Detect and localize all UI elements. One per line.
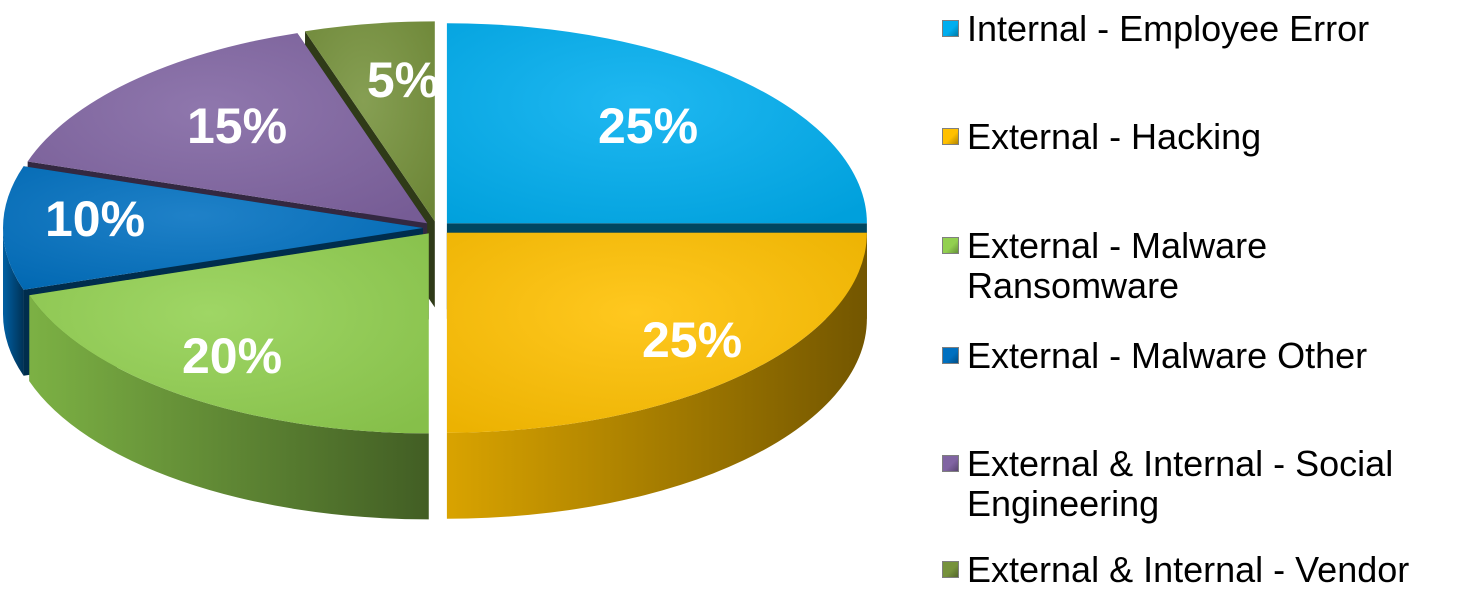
legend: Internal - Employee Error External - Hac… bbox=[942, 0, 1474, 597]
legend-swatch-external-malware-ransomware bbox=[942, 237, 959, 254]
legend-swatch-social-engineering bbox=[942, 455, 959, 472]
legend-swatch-external-hacking bbox=[942, 128, 959, 145]
pie-chart: 25% 25% 20% 10% 15% 5% bbox=[2, 21, 867, 520]
legend-swatch-internal-employee-error bbox=[942, 20, 959, 37]
pie-slice-top-3 bbox=[2, 166, 424, 290]
legend-item-external-hacking: External - Hacking bbox=[942, 117, 1472, 157]
pie-slice-top-5 bbox=[305, 21, 435, 222]
legend-label-external-hacking: External - Hacking bbox=[967, 116, 1262, 157]
data-label-3: 10% bbox=[45, 191, 145, 247]
pie-slice-top-2 bbox=[29, 233, 429, 434]
legend-swatch-external-malware-other bbox=[942, 347, 959, 364]
pie-slice-top-4 bbox=[27, 33, 428, 224]
data-label-1: 25% bbox=[642, 312, 742, 368]
legend-item-external-malware-other: External - Malware Other bbox=[942, 336, 1472, 376]
pie-slice-side-1-0 bbox=[446, 232, 867, 519]
legend-label-external-malware-ransomware: External - Malware Ransomware bbox=[967, 225, 1268, 306]
data-label-0: 25% bbox=[598, 98, 698, 154]
pie-slice-side-3-0 bbox=[3, 228, 24, 376]
legend-item-external-malware-ransomware: External - Malware Ransomware bbox=[942, 226, 1327, 306]
legend-item-internal-employee-error: Internal - Employee Error bbox=[942, 9, 1472, 49]
legend-label-vendor: External & Internal - Vendor bbox=[967, 549, 1410, 590]
legend-label-social-engineering: External & Internal - Social Engineering bbox=[967, 443, 1394, 524]
data-label-2: 20% bbox=[182, 328, 282, 384]
legend-item-vendor: External & Internal - Vendor bbox=[942, 550, 1472, 590]
pie-slice-side-2-0 bbox=[29, 295, 429, 520]
data-label-4: 15% bbox=[187, 98, 287, 154]
legend-item-social-engineering: External & Internal - Social Engineering bbox=[942, 444, 1427, 524]
pie-slice-top-0 bbox=[446, 23, 867, 224]
legend-label-internal-employee-error: Internal - Employee Error bbox=[967, 8, 1370, 49]
pie-slice-2 bbox=[29, 233, 429, 520]
pie-slice-1 bbox=[446, 232, 867, 519]
pie-slice-top-1 bbox=[446, 232, 867, 433]
data-label-5: 5% bbox=[367, 52, 439, 108]
legend-label-external-malware-other: External - Malware Other bbox=[967, 335, 1368, 376]
legend-swatch-vendor bbox=[942, 561, 959, 578]
